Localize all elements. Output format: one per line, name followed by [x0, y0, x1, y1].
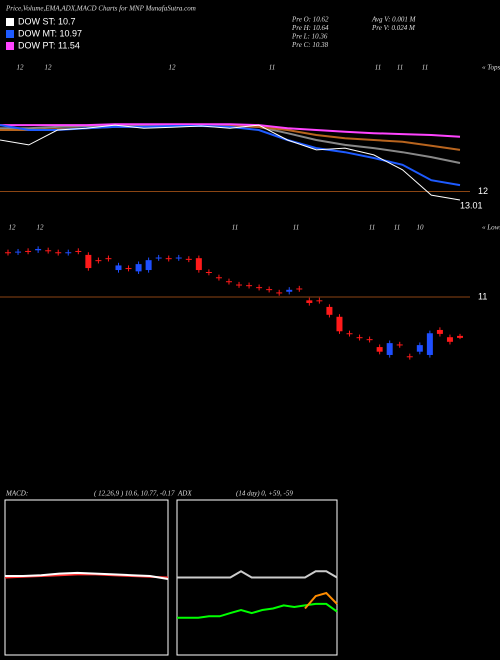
candle-body: [276, 292, 283, 294]
series-line: [177, 602, 338, 619]
candle-body: [165, 258, 172, 260]
candle-body: [436, 329, 443, 334]
legend-swatch: [6, 42, 14, 50]
candle-body: [316, 300, 323, 302]
candle-body: [236, 284, 243, 286]
x-tick-label: 12: [45, 64, 53, 72]
x-tick-label: 12: [169, 64, 177, 72]
candle-body: [85, 254, 92, 269]
panel-subtitle: ( 12,26,9 ) 10.6, 10.77, -0.17: [94, 490, 175, 498]
candle-body: [326, 306, 333, 315]
candle-body: [195, 258, 202, 271]
stat: Pre V: 0.024 M: [371, 24, 416, 32]
stat: Pre C: 10.38: [291, 41, 329, 49]
x-tick-label: 11: [269, 64, 275, 72]
candle-body: [25, 250, 32, 252]
series-line: [0, 123, 461, 138]
stat: Pre H: 10.64: [291, 24, 329, 32]
panel-subtitle: (14 day) 0, +59, -59: [236, 490, 293, 498]
x-tick-label: 12: [9, 224, 17, 232]
candle-body: [366, 339, 373, 341]
side-tag: « Tops: [482, 64, 500, 72]
stat: Pre O: 10.62: [291, 16, 329, 24]
candle-body: [426, 333, 433, 355]
candle-body: [145, 260, 152, 271]
candle-body: [386, 343, 393, 355]
candle-body: [75, 250, 82, 252]
x-tick-label: 11: [293, 224, 299, 232]
legend-label: DOW MT: 10.97: [18, 28, 82, 38]
candle-body: [205, 272, 212, 274]
candle-body: [296, 288, 303, 290]
candle-body: [406, 356, 413, 358]
candle-body: [105, 258, 112, 260]
candle-body: [246, 285, 253, 287]
candle-body: [457, 335, 463, 338]
annotation: 13.01: [460, 200, 483, 210]
x-tick-label: 12: [17, 64, 25, 72]
series-line: [177, 570, 338, 579]
candle-body: [65, 252, 72, 254]
candle-body: [416, 345, 423, 352]
candle-body: [215, 277, 222, 279]
candle-body: [225, 281, 232, 283]
legend-swatch: [6, 18, 14, 26]
x-tick-label: 11: [422, 64, 428, 72]
candle-body: [396, 344, 403, 346]
stat: Avg V: 0.001 M: [371, 16, 417, 24]
candle-body: [336, 316, 343, 332]
candle-body: [35, 248, 42, 251]
y-tick-label: 11: [478, 291, 487, 301]
candle-body: [446, 337, 453, 342]
candle-body: [356, 337, 363, 339]
candle-body: [155, 257, 162, 259]
x-tick-label: 11: [375, 64, 381, 72]
candle-body: [286, 289, 293, 292]
series-line: [304, 591, 338, 610]
candle-body: [256, 287, 263, 289]
x-tick-label: 11: [232, 224, 238, 232]
candle-body: [185, 258, 192, 260]
panel-title: MACD:: [5, 490, 28, 498]
legend-label: DOW ST: 10.7: [18, 16, 76, 26]
candle-body: [135, 264, 142, 272]
series-line: [5, 571, 169, 580]
candle-body: [266, 289, 273, 291]
candle-body: [5, 252, 11, 254]
candle-body: [175, 257, 182, 259]
candle-body: [15, 251, 22, 253]
legend-label: DOW PT: 11.54: [18, 40, 80, 50]
x-tick-label: 12: [37, 224, 45, 232]
y-tick-label: 12: [478, 186, 488, 196]
x-tick-label: 11: [369, 224, 375, 232]
page-title: Price,Volume,EMA,ADX,MACD Charts for MNP…: [5, 5, 196, 13]
series-line: [0, 124, 461, 164]
x-tick-label: 10: [417, 224, 425, 232]
legend-swatch: [6, 30, 14, 38]
candle-body: [55, 252, 62, 254]
candle-body: [115, 265, 122, 271]
stat: Pre L: 10.36: [291, 33, 328, 41]
panel-frame: [4, 499, 169, 656]
panel-title: ADX: [177, 490, 192, 498]
candle-body: [95, 260, 102, 262]
candle-body: [45, 250, 52, 252]
candle-body: [376, 347, 383, 352]
x-tick-label: 11: [394, 224, 400, 232]
candle-body: [125, 268, 132, 270]
x-tick-label: 11: [397, 64, 403, 72]
candle-body: [346, 333, 353, 335]
series-line: [0, 124, 461, 201]
side-tag: « Lows: [482, 224, 500, 232]
candle-body: [306, 300, 313, 303]
